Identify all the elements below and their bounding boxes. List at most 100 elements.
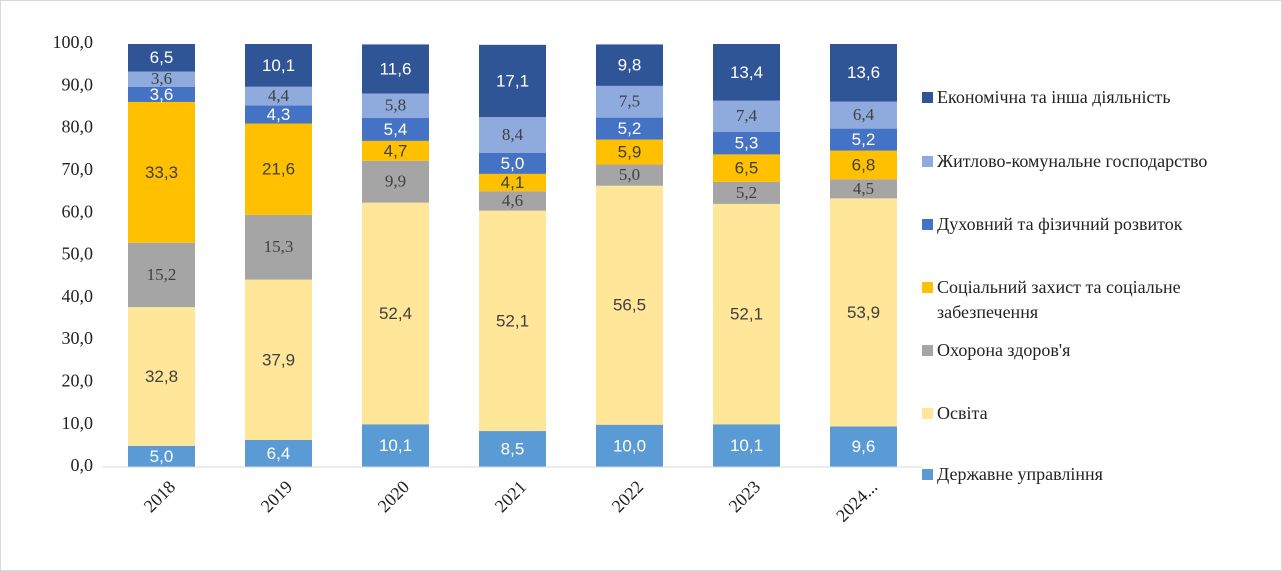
value-label: 4,1	[501, 173, 525, 192]
value-label: 17,1	[496, 71, 529, 90]
value-label: 9,9	[385, 172, 406, 191]
legend-item: Економічна та інша діяльність	[922, 85, 1272, 110]
bar-segment	[713, 131, 780, 155]
bar-segment	[596, 117, 663, 140]
bar-segment	[362, 93, 429, 119]
y-tick-label: 70,0	[62, 159, 94, 179]
legend-item: Житлово-комунальне господарство	[922, 149, 1272, 174]
bar-segment	[245, 123, 312, 215]
y-tick-label: 10,0	[62, 413, 94, 433]
bar-segment	[713, 181, 780, 204]
legend-item: Державне управління	[922, 462, 1272, 487]
bar-segment	[128, 445, 195, 467]
value-label: 9,6	[852, 437, 876, 456]
value-label: 6,4	[853, 105, 875, 124]
value-label: 3,6	[151, 69, 172, 88]
legend-label: Економічна та інша діяльність	[937, 87, 1171, 107]
bar-segment	[596, 139, 663, 165]
bar-segment	[596, 424, 663, 467]
bar-segment	[830, 101, 897, 129]
bar-segment	[128, 101, 195, 243]
bar-segment	[713, 424, 780, 467]
value-label: 5,0	[150, 447, 174, 466]
value-label: 5,9	[618, 143, 642, 162]
value-label: 6,8	[852, 155, 876, 174]
y-tick-label: 50,0	[62, 244, 94, 264]
bar-segment	[596, 164, 663, 186]
bar-segment	[245, 105, 312, 124]
legend-swatch	[922, 219, 933, 230]
value-label: 9,8	[618, 56, 642, 75]
value-label: 4,3	[267, 105, 291, 124]
value-label: 4,5	[853, 179, 874, 198]
value-label: 5,0	[619, 165, 640, 184]
value-label: 5,2	[852, 130, 876, 149]
value-label: 5,4	[384, 120, 408, 139]
bar-segment	[479, 152, 546, 174]
bar-segment	[479, 210, 546, 432]
value-label: 10,1	[262, 56, 295, 75]
bar-segment	[245, 279, 312, 440]
y-tick-label: 100,0	[53, 32, 94, 52]
value-label: 7,4	[736, 106, 758, 125]
bar-segment	[128, 71, 195, 87]
legend-item: Освіта	[922, 401, 1272, 426]
legend-label: Освіта	[937, 403, 988, 423]
bar-segment	[245, 44, 312, 87]
value-label: 33,3	[145, 163, 178, 182]
bar-segment	[128, 44, 195, 72]
bar-segment	[830, 198, 897, 427]
bar-segment	[713, 44, 780, 101]
y-tick-label: 30,0	[62, 328, 94, 348]
bar-segment	[362, 44, 429, 94]
bar-segment	[128, 242, 195, 308]
value-label: 15,3	[264, 237, 294, 256]
value-label: 56,5	[613, 296, 646, 315]
legend-swatch	[922, 92, 933, 103]
bar-segment	[830, 179, 897, 199]
bar-segment	[713, 203, 780, 425]
bar-segment	[713, 154, 780, 182]
y-tick-label: 20,0	[62, 371, 94, 391]
legend-label: Соціальний захист та соціальне забезпече…	[937, 277, 1181, 322]
value-label: 5,0	[501, 154, 525, 173]
bar-segment	[479, 117, 546, 153]
bar-segment	[245, 214, 312, 280]
y-tick-label: 40,0	[62, 286, 94, 306]
legend-item: Соціальний захист та соціальне забезпече…	[922, 275, 1272, 325]
y-tick-label: 60,0	[62, 201, 94, 221]
bar-segment	[830, 426, 897, 467]
bar-segment	[830, 128, 897, 151]
bar-segment	[245, 86, 312, 106]
legend-swatch	[922, 345, 933, 356]
value-label: 8,4	[502, 125, 524, 144]
bar-segment	[596, 185, 663, 425]
value-label: 15,2	[147, 265, 177, 284]
value-label: 5,8	[385, 96, 406, 115]
legend-swatch	[922, 469, 933, 480]
value-label: 13,4	[730, 63, 763, 82]
value-label: 4,6	[502, 191, 523, 210]
value-label: 13,6	[847, 63, 880, 82]
y-tick-label: 0,0	[71, 455, 94, 475]
value-label: 8,5	[501, 440, 525, 459]
bar-segment	[362, 160, 429, 203]
legend-item: Охорона здоров'я	[922, 338, 1272, 363]
legend-swatch	[922, 156, 933, 167]
value-label: 52,1	[730, 305, 763, 324]
value-label: 10,1	[730, 436, 763, 455]
value-label: 4,7	[384, 141, 408, 160]
bar-segment	[596, 85, 663, 118]
value-label: 7,5	[619, 92, 640, 111]
value-label: 52,1	[496, 311, 529, 330]
value-label: 52,4	[379, 304, 412, 323]
bar-segment	[479, 173, 546, 192]
value-label: 21,6	[262, 160, 295, 179]
value-label: 6,4	[267, 444, 291, 463]
bar-segment	[362, 424, 429, 467]
bar-segment	[362, 118, 429, 141]
legend-label: Державне управління	[937, 464, 1103, 484]
value-label: 5,2	[618, 119, 642, 138]
value-label: 3,6	[150, 85, 174, 104]
